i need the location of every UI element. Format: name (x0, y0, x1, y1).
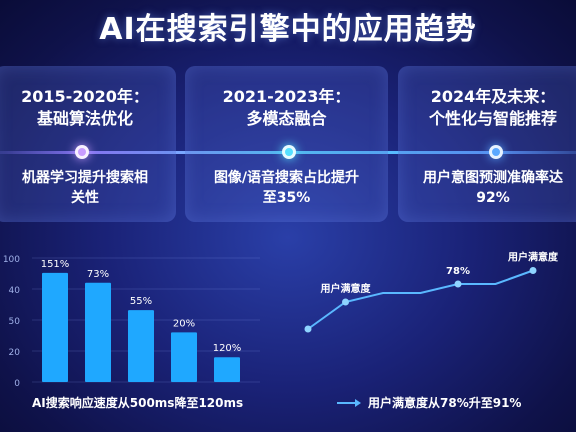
line-point (304, 325, 312, 333)
page-title: AI在搜索引擎中的应用趋势 (99, 12, 477, 47)
bar-data-label: 120% (213, 343, 242, 354)
card-detail-line: 机器学习提升搜索相 (22, 170, 148, 186)
card-detail-line: 用户意图预测准确率达 (423, 170, 563, 186)
card-period: 2024年及未来： (430, 87, 556, 106)
card-detail-line: 92% (476, 190, 510, 206)
line-point (529, 267, 537, 274)
card-heading: 2015-2020年： 基础算法优化 (0, 86, 176, 130)
charts-area: 100 40 50 20 0 151% 73% 55% 20% 120% 用户满意度 78% 用户满意度 (3, 251, 559, 390)
card-detail: 用户意图预测准确率达 92% (398, 168, 576, 208)
legend-arrow-icon (337, 398, 361, 407)
line-point (342, 298, 349, 306)
line-annotation: 用户满意度 (320, 282, 372, 295)
bar-data-label: 73% (87, 269, 109, 280)
card-heading: 2024年及未来： 个性化与智能推荐 (398, 86, 576, 130)
card-headline: 个性化与智能推荐 (428, 109, 557, 128)
card-detail: 图像/语音搜索占比提升 至35% (185, 168, 388, 208)
bar (128, 310, 154, 382)
card-headline: 多模态融合 (246, 109, 327, 128)
bar-data-label: 151% (41, 259, 70, 270)
line-annotation: 78% (446, 266, 470, 277)
line-chart-legend: 用户满意度从78%升至91% (336, 394, 521, 411)
bar-chart-caption: AI搜索响应速度从500ms降至120ms (32, 396, 244, 410)
timeline-dot-1 (75, 145, 89, 159)
card-period: 2015-2020年： (21, 87, 149, 106)
card-period: 2021-2023年： (222, 87, 351, 106)
card-headline: 基础算法优化 (36, 109, 133, 128)
bar (214, 357, 240, 382)
y-tick-label: 100 (3, 255, 20, 265)
bar-data-label: 55% (130, 296, 152, 307)
card-detail: 机器学习提升搜索相 关性 (0, 168, 176, 208)
line-point (454, 280, 462, 288)
timeline-dot-2 (282, 145, 296, 159)
card-detail-line: 至35% (262, 190, 311, 206)
bar-data-label: 20% (173, 318, 195, 329)
y-tick-label: 50 (9, 317, 21, 327)
y-tick-label: 40 (9, 286, 21, 296)
card-heading: 2021-2023年： 多模态融合 (185, 86, 388, 130)
line-annotation: 用户满意度 (507, 251, 559, 264)
timeline-dot-3 (489, 145, 503, 159)
card-detail-line: 关性 (71, 190, 99, 206)
line-chart-caption: 用户满意度从78%升至91% (368, 396, 522, 410)
series-line (307, 269, 534, 330)
bar (171, 332, 197, 382)
y-tick-label: 20 (9, 348, 21, 358)
bar (42, 272, 68, 382)
timeline-card-1: 2015-2020年： 基础算法优化 机器学习提升搜索相 关性 (0, 66, 176, 222)
card-detail-line: 图像/语音搜索占比提升 (213, 170, 360, 186)
bar (85, 282, 111, 382)
y-tick-label: 0 (14, 379, 20, 389)
timeline-card-2: 2021-2023年： 多模态融合 图像/语音搜索占比提升 至35% (185, 66, 388, 222)
timeline-card-3: 2024年及未来： 个性化与智能推荐 用户意图预测准确率达 92% (398, 66, 576, 222)
